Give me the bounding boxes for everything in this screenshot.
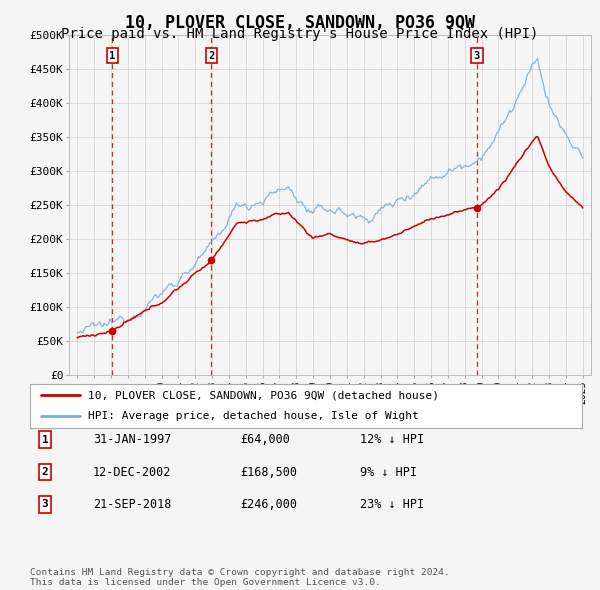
Text: Price paid vs. HM Land Registry's House Price Index (HPI): Price paid vs. HM Land Registry's House … <box>61 27 539 41</box>
Text: £64,000: £64,000 <box>240 433 290 446</box>
Text: 9% ↓ HPI: 9% ↓ HPI <box>360 466 417 478</box>
Text: 1: 1 <box>41 435 49 444</box>
Text: 23% ↓ HPI: 23% ↓ HPI <box>360 498 424 511</box>
Text: Contains HM Land Registry data © Crown copyright and database right 2024.
This d: Contains HM Land Registry data © Crown c… <box>30 568 450 587</box>
Text: 1: 1 <box>109 51 116 61</box>
Text: 3: 3 <box>474 51 480 61</box>
Text: 21-SEP-2018: 21-SEP-2018 <box>93 498 172 511</box>
Text: 10, PLOVER CLOSE, SANDOWN, PO36 9QW (detached house): 10, PLOVER CLOSE, SANDOWN, PO36 9QW (det… <box>88 391 439 401</box>
Text: HPI: Average price, detached house, Isle of Wight: HPI: Average price, detached house, Isle… <box>88 411 419 421</box>
Text: 31-JAN-1997: 31-JAN-1997 <box>93 433 172 446</box>
Text: £246,000: £246,000 <box>240 498 297 511</box>
Text: 2: 2 <box>41 467 49 477</box>
Text: 2: 2 <box>208 51 214 61</box>
Text: 10, PLOVER CLOSE, SANDOWN, PO36 9QW: 10, PLOVER CLOSE, SANDOWN, PO36 9QW <box>125 14 475 32</box>
Text: 12-DEC-2002: 12-DEC-2002 <box>93 466 172 478</box>
Text: 12% ↓ HPI: 12% ↓ HPI <box>360 433 424 446</box>
Text: 3: 3 <box>41 500 49 509</box>
Text: £168,500: £168,500 <box>240 466 297 478</box>
